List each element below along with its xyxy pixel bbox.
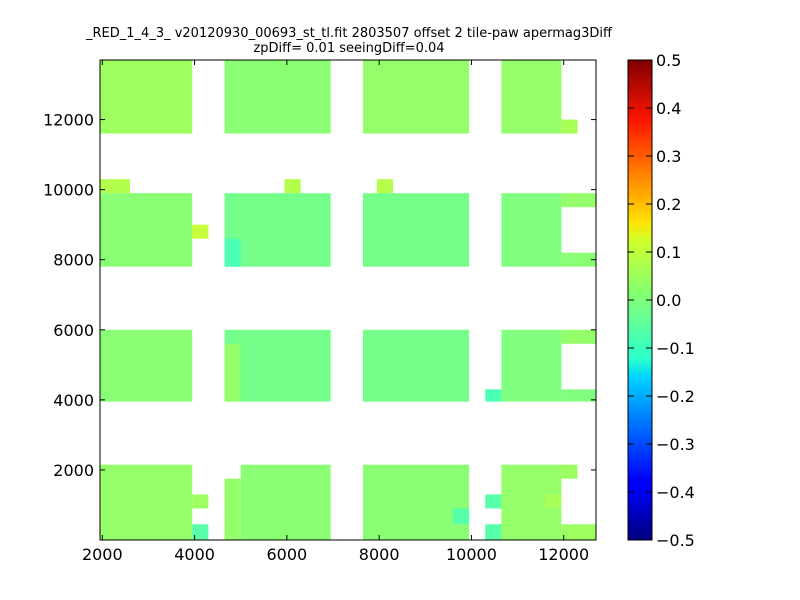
heatmap-tile-14	[561, 193, 596, 208]
heatmap-tile-24	[100, 464, 193, 540]
x-axis: 2000 4000 6000 8000 10000 12000	[82, 60, 589, 564]
heatmap-tile-2	[362, 60, 470, 134]
y-tick-label: 4000	[53, 391, 94, 410]
chart-title-line2: zpDiff= 0.01 seeingDiff=0.04	[253, 41, 445, 56]
heatmap-tile-11	[224, 238, 241, 267]
y-axis: 2000 4000 6000 8000 10000 12000	[43, 111, 596, 480]
heatmap-tile-13	[501, 193, 562, 267]
x-tick-label: 2000	[82, 545, 123, 564]
colorbar-tick-label: −0.2	[656, 387, 695, 406]
colorbar-tick-label: −0.3	[656, 435, 695, 454]
heatmap-tile-34	[561, 464, 578, 479]
heatmap-tile-22	[561, 389, 596, 402]
heatmap-tile-31	[485, 494, 502, 509]
heatmap-tile-27	[224, 478, 241, 540]
y-tick-label: 12000	[43, 111, 94, 130]
heatmap-tile-28	[240, 464, 331, 540]
y-tick-label: 10000	[43, 181, 94, 200]
colorbar-tick-label: 0.2	[656, 195, 681, 214]
heatmap-tile-12	[362, 193, 470, 267]
heatmap-tile-18	[224, 343, 241, 402]
x-tick-label: 10000	[446, 545, 497, 564]
heatmap-tile-16	[100, 329, 193, 402]
x-tick-label: 12000	[538, 545, 589, 564]
chart-title-line1: _RED_1_4_3_ v20120930_00693_st_tl.fit 28…	[86, 26, 612, 41]
heatmap-tile-35	[545, 494, 562, 509]
heatmap-tile-15	[561, 252, 596, 267]
x-tick-label: 8000	[359, 545, 400, 564]
heatmap-tile-21	[561, 329, 596, 344]
heatmap-tile-4	[561, 119, 578, 134]
heatmap-tile-10	[224, 193, 331, 267]
heatmap-tile-20	[501, 329, 562, 402]
heatmap-tile-0	[100, 60, 193, 134]
heatmap-tile-3	[501, 60, 562, 134]
heatmap-tile-32	[485, 524, 502, 540]
y-tick-label: 6000	[53, 321, 94, 340]
plot-frame	[99, 59, 597, 541]
y-tick-label: 2000	[53, 461, 94, 480]
heatmap-tile-7	[376, 179, 393, 194]
heatmap-tiles	[100, 60, 596, 540]
heatmap-tile-9	[192, 224, 209, 239]
colorbar-tick-label: 0.1	[656, 243, 681, 262]
heatmap-tile-30	[452, 508, 470, 525]
heatmap-tile-23	[485, 389, 502, 402]
heatmap-tile-36	[561, 524, 596, 540]
heatmap-tile-29	[362, 464, 470, 540]
colorbar-tick-label: −0.4	[656, 483, 695, 502]
x-tick-label: 4000	[174, 545, 215, 564]
colorbar-tick-label: 0.0	[656, 291, 681, 310]
colorbar-tick-label: −0.5	[656, 531, 695, 550]
heatmap-tile-8	[100, 193, 193, 267]
colorbar-tick-label: −0.1	[656, 339, 695, 358]
colorbar-tick-label: 0.4	[656, 99, 681, 118]
heatmap-tile-1	[224, 60, 331, 134]
heatmap-tile-6	[284, 179, 301, 194]
heatmap-tile-26	[192, 524, 209, 540]
colorbar-tick-label: 0.3	[656, 147, 681, 166]
heatmap-tile-25	[192, 494, 209, 509]
colorbar-tick-label: 0.5	[656, 51, 681, 70]
colorbar-axis: 0.5 0.4 0.3 0.2 0.1 0.0 −0.1 −0.2 −0.3 −0.4 −0.5	[628, 51, 695, 550]
y-tick-label: 8000	[53, 251, 94, 270]
x-tick-label: 6000	[267, 545, 308, 564]
heatmap-tile-19	[362, 329, 470, 402]
heatmap-tile-5	[100, 179, 130, 194]
heatmap-tile-17	[224, 329, 331, 402]
